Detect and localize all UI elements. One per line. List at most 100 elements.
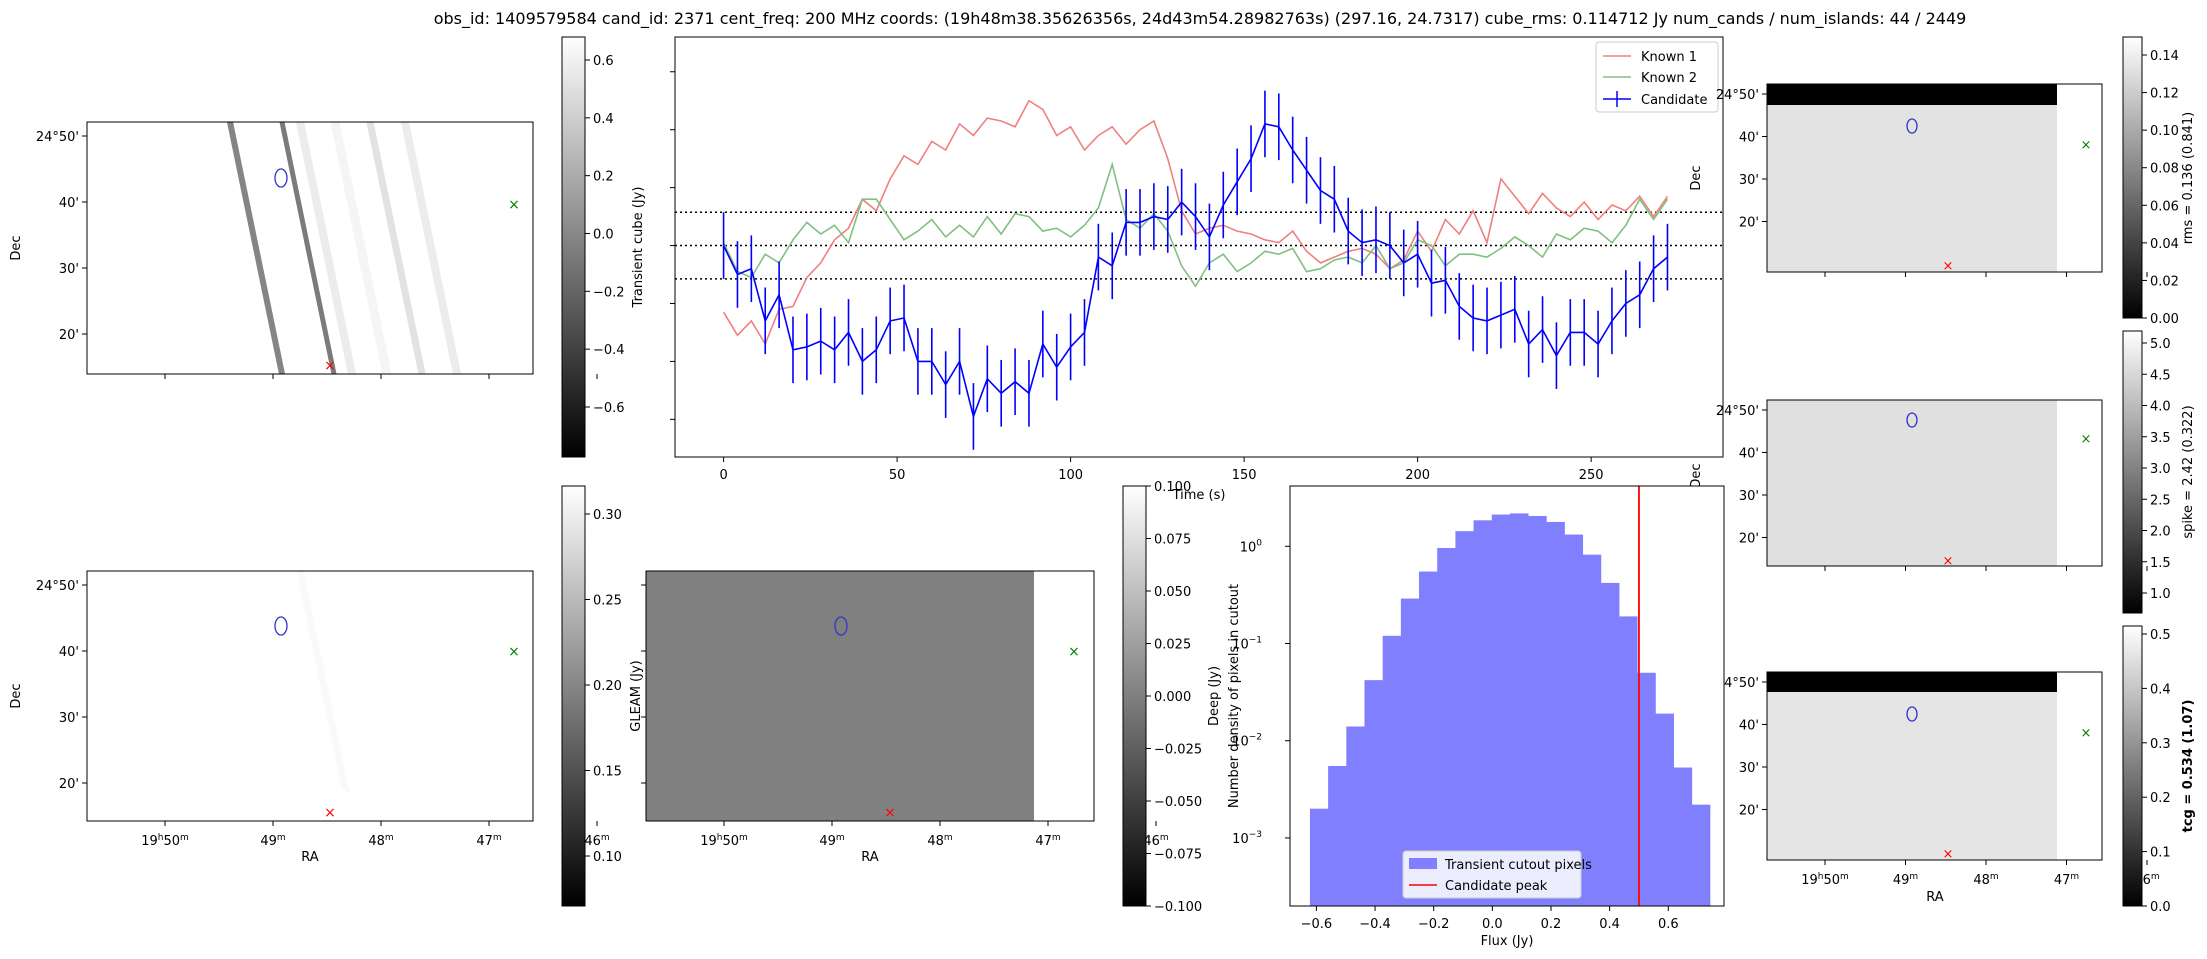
colorbar-tick-label: 0.000 <box>1154 690 1191 705</box>
gleam-marker-red: × <box>884 805 896 821</box>
tcg-image-topband <box>1767 672 2057 692</box>
tcg-colorbar-gradient <box>2122 625 2143 907</box>
legend-known2-label: Known 2 <box>1641 71 1697 86</box>
histogram-bar <box>1564 534 1584 906</box>
histogram-bar <box>1400 598 1420 906</box>
deep-colorbar-gradient <box>561 485 586 907</box>
source-contour <box>274 168 288 188</box>
ra-tick-label: 48m <box>368 833 393 849</box>
colorbar-tick-label: 0.20 <box>593 679 622 694</box>
deep-panel: × × 24°50' 40' 30' 20' 19h50m 49m 48m 47m 46m D… <box>9 570 610 865</box>
colorbar-tick-label: 2.5 <box>2150 493 2171 508</box>
colorbar-tick-label: 0.02 <box>2150 274 2179 289</box>
colorbar-tick-label: 3.0 <box>2150 462 2171 477</box>
x-tick-label: 150 <box>1232 468 1257 483</box>
histogram-bar <box>1382 635 1402 906</box>
spike-colorbar: 5.0 4.5 4.0 3.5 3.0 2.5 2.0 1.5 1.0 spike = 2.42… <box>2122 330 2196 614</box>
hist-legend-pixels-label: Transient cutout pixels <box>1444 858 1592 873</box>
deep-colorbar-label: Deep (Jy) <box>1207 666 1222 726</box>
deep-image-noise <box>87 571 474 821</box>
lightcurve-y-ticks <box>670 71 675 420</box>
x-tick-label: −0.4 <box>1359 917 1391 932</box>
rms-image-blank <box>2057 84 2102 272</box>
deep-image-stripes <box>236 570 416 822</box>
gleam-marker-green: × <box>1068 644 1080 660</box>
histogram-bar <box>1419 571 1438 906</box>
colorbar-tick-label: 0.025 <box>1154 638 1191 653</box>
lightcurve-frame <box>674 36 1724 458</box>
gleam-colorbar-ticks: 0.100 0.075 0.050 0.025 0.000 −0.025 −0.050 −0.… <box>1146 480 1202 915</box>
deep-source-contour <box>274 616 288 636</box>
colorbar-tick-label: 0.14 <box>2150 49 2179 64</box>
tcg-image-noise <box>1767 672 2057 860</box>
x-tick-label: −0.2 <box>1418 917 1450 932</box>
y-tick-label: 10−3 <box>1232 830 1262 847</box>
transient-colorbar-ticks: 0.6 0.4 0.2 0.0 −0.2 −0.4 −0.6 <box>585 54 625 416</box>
spike-source-contour <box>1906 412 1918 428</box>
dec-tick-label: 40' <box>1739 719 1759 734</box>
histogram-bar <box>1328 765 1347 906</box>
histogram-bar <box>1509 513 1529 906</box>
dec-tick-label: 30' <box>1739 489 1759 504</box>
colorbar-tick-label: 0.00 <box>2150 312 2179 327</box>
colorbar-tick-label: 0.08 <box>2150 162 2179 177</box>
tcg-marker-green: × <box>2081 726 2092 741</box>
dec-tick-label: 20' <box>1739 804 1759 819</box>
gleam-colorbar: 0.100 0.075 0.050 0.025 0.000 −0.025 −0.050 −0.… <box>629 480 1202 915</box>
colorbar-tick-label: 1.5 <box>2150 556 2171 571</box>
colorbar-tick-label: 0.4 <box>593 112 614 127</box>
histogram-x-ticks: −0.6 −0.4 −0.2 0.0 0.2 0.4 0.6 <box>1301 906 1679 932</box>
transient-image-stripes <box>227 120 461 376</box>
y-tick-label: 100 <box>1240 538 1263 555</box>
tcg-ra-label: RA <box>1926 890 1944 905</box>
colorbar-tick-label: −0.2 <box>593 285 625 300</box>
histogram-xlabel: Flux (Jy) <box>1481 934 1534 949</box>
dec-tick-label: 24°50' <box>36 579 79 594</box>
figure-title: obs_id: 1409579584 cand_id: 2371 cent_fr… <box>434 9 1967 29</box>
histogram-bar <box>1655 713 1674 906</box>
transient-image-blank <box>474 122 533 374</box>
colorbar-tick-label: 0.06 <box>2150 199 2179 214</box>
ra-tick-label: 46m <box>584 833 609 849</box>
histogram-bar <box>1600 582 1620 906</box>
ra-tick-label: 48m <box>927 833 952 849</box>
colorbar-tick-label: 0.25 <box>593 594 622 609</box>
spike-dec-label: Dec <box>1689 463 1704 488</box>
histogram-bar <box>1437 548 1456 906</box>
x-tick-label: 0.4 <box>1599 917 1620 932</box>
legend-box <box>1595 41 1719 113</box>
spike-image-blank <box>2057 400 2102 566</box>
rms-ra-axis <box>1824 272 2148 277</box>
ra-tick-label: 47m <box>1035 833 1060 849</box>
rms-marker-green: × <box>2081 138 2092 153</box>
legend-candidate-label: Candidate <box>1641 93 1707 108</box>
histogram-frame-overlay <box>1289 485 1725 907</box>
rms-image-topband <box>1767 84 2057 105</box>
colorbar-tick-label: 0.4 <box>2150 682 2171 697</box>
x-tick-label: 50 <box>889 468 906 483</box>
ra-tick-label: 47m <box>2054 872 2079 888</box>
colorbar-tick-label: −0.050 <box>1154 795 1202 810</box>
rms-dec-label: Dec <box>1689 165 1704 190</box>
dec-tick-label: 24°50' <box>36 130 79 145</box>
tcg-ra-axis: 19h50m 49m 48m 47m 46m <box>1801 860 2160 888</box>
deep-ra-label: RA <box>301 850 319 865</box>
colorbar-tick-label: 0.2 <box>593 170 614 185</box>
dec-tick-label: 40' <box>1739 447 1759 462</box>
gleam-ra-label: RA <box>861 850 879 865</box>
colorbar-tick-label: 0.5 <box>2150 628 2171 643</box>
histogram-bar <box>1582 554 1602 906</box>
hist-legend-peak-label: Candidate peak <box>1445 879 1548 894</box>
colorbar-tick-label: 0.100 <box>1154 480 1191 495</box>
dec-tick-label: 20' <box>59 777 79 792</box>
transient-cutout-panel: × × 24°50' 40' 30' 20' Dec <box>9 120 598 379</box>
gleam-image <box>646 571 1034 821</box>
histogram-bar <box>1455 531 1474 906</box>
lightcurve-xlabel: Time (s) <box>1172 488 1226 503</box>
rms-colorbar-label: rms = 0.136 (0.841) <box>2181 112 2196 244</box>
tcg-source-contour <box>1906 706 1918 722</box>
transient-colorbar-label: Transient cube (Jy) <box>631 187 646 309</box>
spike-colorbar-ticks: 5.0 4.5 4.0 3.5 3.0 2.5 2.0 1.5 1.0 <box>2142 337 2171 602</box>
colorbar-tick-label: 0.15 <box>593 765 622 780</box>
